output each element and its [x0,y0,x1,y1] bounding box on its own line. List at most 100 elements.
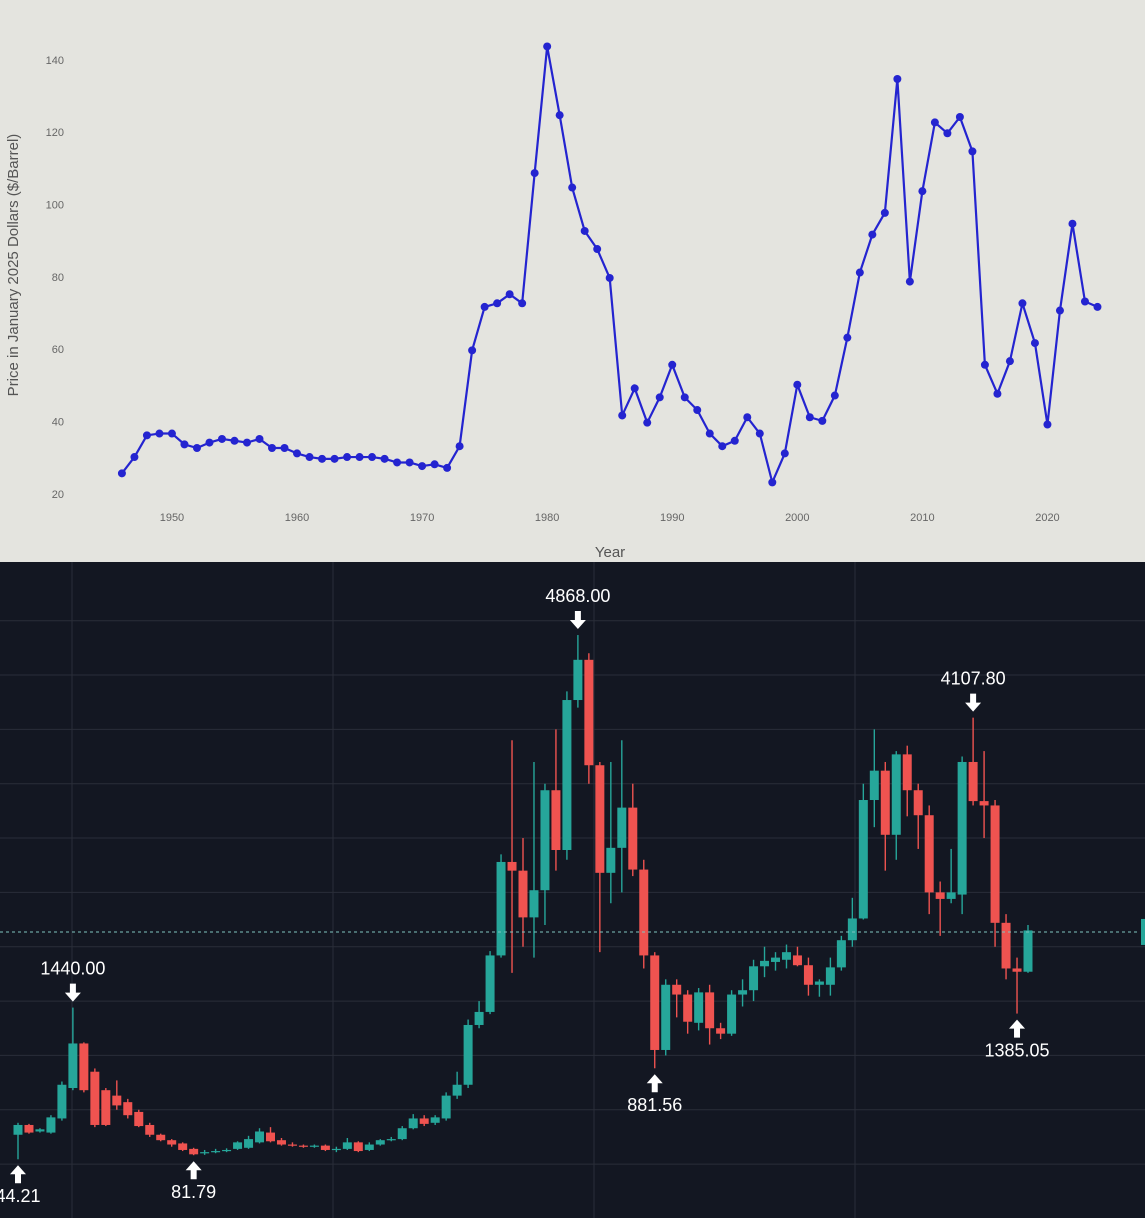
candle-body [189,1148,199,1155]
annotation-label: 4868.00 [545,586,610,606]
y-tick-label: 120 [46,127,64,139]
x-axis-label: Year [595,544,625,561]
last-price-marker [1141,918,1145,945]
candle-body [924,815,934,893]
candle-body [836,940,846,968]
candle-body [705,992,715,1029]
data-point [643,418,652,427]
candle-body [386,1139,396,1141]
candle-body [946,892,956,899]
data-point [230,436,239,445]
candle-body [760,960,770,967]
candle-body [233,1142,243,1149]
candle-body [749,966,759,991]
candle-body [485,955,495,1012]
data-point [1043,420,1052,429]
annotation-arrow [10,1165,26,1184]
data-point [217,434,226,443]
y-tick-label: 140 [46,55,64,67]
x-tick-label: 1950 [160,512,184,524]
data-point [630,384,639,393]
data-point [293,449,302,458]
candle-body [123,1102,133,1116]
candle-body [364,1144,374,1150]
data-point [380,454,389,463]
y-axis-label: Price in January 2025 Dollars ($/Barrel) [5,134,22,397]
candle-body [430,1117,440,1123]
data-point [730,436,739,445]
candle-body [518,870,528,918]
annotation-label: 4107.80 [941,668,1006,688]
data-point [405,458,414,467]
candle-body [902,754,912,791]
annotation-arrow [64,983,81,1002]
x-tick-label: 1970 [410,512,434,524]
data-point [705,429,714,438]
data-point [743,413,752,422]
data-point [768,478,777,487]
data-point [1093,302,1102,311]
annotation-label: 81.79 [171,1182,216,1202]
candle-body [68,1043,78,1089]
data-point [568,183,577,192]
data-point [393,458,402,467]
candle-body [913,790,923,816]
data-point [180,440,189,449]
y-tick-label: 40 [52,417,64,429]
candle-body [880,770,890,835]
data-point [605,273,614,282]
candle-body [891,754,901,835]
candle-body [551,790,561,851]
data-point [155,429,164,438]
data-point [117,469,126,478]
data-point [905,277,914,286]
candle-body [825,967,835,985]
candle-body [979,801,989,806]
candle-body [255,1131,265,1143]
candle-body [57,1084,67,1119]
x-tick-label: 2000 [785,512,809,524]
data-point [993,389,1002,398]
data-point [655,393,664,402]
data-point [793,380,802,389]
candle-body [211,1151,221,1153]
candle-body [463,1024,473,1085]
x-tick-label: 1990 [660,512,684,524]
candle-body [452,1084,462,1096]
data-point [843,333,852,342]
candle-body [13,1124,23,1135]
candle-body [617,807,627,848]
candle-body [90,1071,100,1125]
candle-body [145,1124,155,1135]
data-point [455,442,464,451]
data-point [330,454,339,463]
candle-body [957,761,967,895]
data-point [780,449,789,458]
candle-body [441,1095,451,1119]
data-point [205,438,214,447]
data-point [1018,299,1027,308]
candle-body [342,1142,352,1149]
candle-body [287,1144,297,1146]
y-tick-label: 80 [52,272,64,284]
candle-body [79,1043,89,1091]
data-point [418,462,427,471]
candle-body [968,761,978,802]
candle-body [858,800,868,919]
x-tick-label: 2010 [910,512,934,524]
candle-body [738,990,748,995]
candle-body [683,994,693,1022]
candle-body [178,1143,188,1150]
data-point [1055,306,1064,315]
candle-body [814,981,824,985]
candle-body [529,890,539,918]
data-point [443,463,452,472]
candle-body [408,1118,418,1129]
annotation-label: 1385.05 [984,1040,1049,1060]
candle-body [419,1118,429,1124]
data-point [130,453,139,462]
data-point [305,453,314,462]
candle-body [847,918,857,941]
candle-body [1012,968,1022,972]
